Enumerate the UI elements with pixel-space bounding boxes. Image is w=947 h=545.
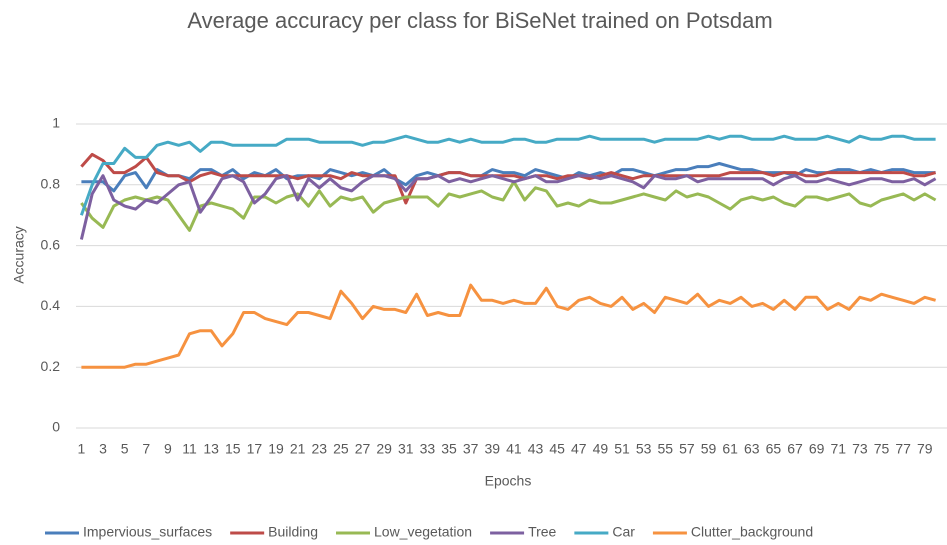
data-line xyxy=(79,134,936,216)
x-tick-label: 35 xyxy=(441,441,457,457)
x-tick-label: 45 xyxy=(549,441,565,457)
x-tick-label: 3 xyxy=(99,441,107,457)
x-tick-label: 55 xyxy=(657,441,673,457)
legend: Impervious_surfaces Building Low_vegetatio… xyxy=(45,524,813,540)
x-tick-label: 37 xyxy=(463,441,479,457)
x-tick-label: 21 xyxy=(290,441,306,457)
legend-label: Impervious_surfaces xyxy=(83,524,212,540)
x-tick-label: 61 xyxy=(722,441,738,457)
data-line xyxy=(80,152,937,205)
x-tick-label: 41 xyxy=(506,441,522,457)
x-tick-label: 29 xyxy=(376,441,392,457)
x-tick-label: 77 xyxy=(895,441,911,457)
x-tick-label: 13 xyxy=(203,441,219,457)
y-axis-label: Accuracy xyxy=(11,226,27,284)
data-line xyxy=(81,283,937,369)
x-tick-label: 65 xyxy=(766,441,782,457)
x-tick-label: 79 xyxy=(917,441,933,457)
y-tick-label: 0.4 xyxy=(41,297,61,313)
x-tick-label: 75 xyxy=(874,441,890,457)
x-tick-label: 25 xyxy=(333,441,349,457)
x-tick-label: 15 xyxy=(225,441,241,457)
x-tick-label: 63 xyxy=(744,441,760,457)
x-tick-label: 7 xyxy=(142,441,150,457)
x-tick-label: 47 xyxy=(571,441,587,457)
y-tick-label: 0 xyxy=(52,419,60,435)
x-tick-label: 31 xyxy=(398,441,414,457)
y-tick-label: 0.8 xyxy=(41,176,61,192)
x-tick-label: 51 xyxy=(614,441,630,457)
chart-title: Average accuracy per class for BiSeNet t… xyxy=(187,8,772,33)
x-tick-label: 73 xyxy=(852,441,868,457)
x-tick-label: 69 xyxy=(809,441,825,457)
legend-label: Tree xyxy=(528,524,556,540)
x-tick-label: 5 xyxy=(121,441,129,457)
x-tick-label: 19 xyxy=(268,441,284,457)
y-tick-label: 1 xyxy=(52,115,60,131)
data-line xyxy=(79,174,937,240)
x-tick-label: 67 xyxy=(787,441,803,457)
legend-label: Low_vegetation xyxy=(374,524,472,540)
data-line xyxy=(80,180,937,232)
x-tick-label: 17 xyxy=(247,441,263,457)
legend-label: Car xyxy=(612,524,635,540)
x-tick-label: 43 xyxy=(528,441,544,457)
y-tick-label: 0.2 xyxy=(41,358,61,374)
x-tick-label: 27 xyxy=(355,441,371,457)
legend-label: Clutter_background xyxy=(691,524,813,540)
x-tick-label: 71 xyxy=(830,441,846,457)
x-tick-label: 33 xyxy=(420,441,436,457)
x-tick-label: 23 xyxy=(311,441,327,457)
x-tick-label: 49 xyxy=(593,441,609,457)
x-tick-label: 59 xyxy=(701,441,717,457)
x-tick-label: 39 xyxy=(484,441,500,457)
x-tick-label: 11 xyxy=(182,441,197,457)
x-tick-label: 9 xyxy=(164,441,172,457)
x-tick-label: 53 xyxy=(636,441,652,457)
x-tick-label: 57 xyxy=(679,441,695,457)
x-axis-label: Epochs xyxy=(485,473,532,489)
y-tick-label: 0.6 xyxy=(41,236,61,252)
legend-label: Building xyxy=(268,524,318,540)
x-tick-label: 1 xyxy=(78,441,86,457)
